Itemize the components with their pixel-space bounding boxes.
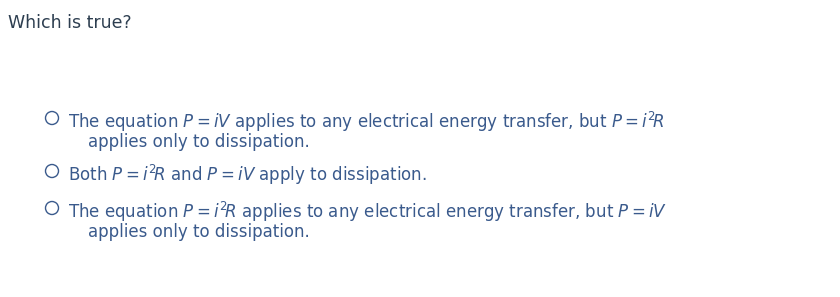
Text: The equation $P = i^2\!R$ applies to any electrical energy transfer, but $P = iV: The equation $P = i^2\!R$ applies to any… [68,200,667,224]
Text: applies only to dissipation.: applies only to dissipation. [88,133,310,151]
Text: The equation $P = iV$ applies to any electrical energy transfer, but $P = i^2\!R: The equation $P = iV$ applies to any ele… [68,110,664,134]
Text: applies only to dissipation.: applies only to dissipation. [88,223,310,241]
Text: Both $P = i^2\!R$ and $P = iV$ apply to dissipation.: Both $P = i^2\!R$ and $P = iV$ apply to … [68,163,427,187]
Text: Which is true?: Which is true? [8,14,132,32]
